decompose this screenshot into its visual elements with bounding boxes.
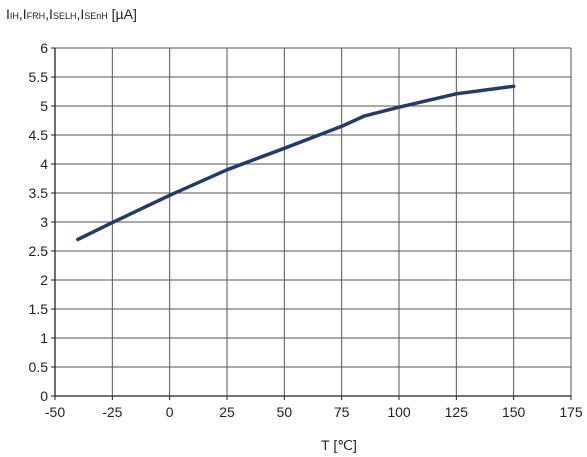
y-axis-label-part: IH bbox=[9, 11, 19, 21]
y-tick-label: 6 bbox=[40, 40, 48, 56]
x-tick-labels: -50 -25 0 25 50 75 100 125 150 175 bbox=[45, 396, 583, 420]
y-tick-label: 0.5 bbox=[29, 359, 49, 375]
y-tick-label: 0 bbox=[40, 388, 48, 404]
grid-lines bbox=[54, 47, 572, 397]
y-axis-label-part: ,I bbox=[45, 6, 53, 22]
y-axis-label: IIH,IFRH,ISELH,ISEnH [µA] bbox=[6, 6, 137, 22]
y-axis-label-part: SELH bbox=[52, 11, 77, 21]
x-tick-label: 150 bbox=[502, 404, 526, 420]
x-tick-label: 100 bbox=[387, 404, 411, 420]
y-axis-label-part: [µA] bbox=[107, 6, 137, 22]
data-series bbox=[76, 84, 516, 242]
y-axis-label-part: ,I bbox=[18, 6, 27, 22]
y-tick-label: 1.5 bbox=[29, 301, 49, 317]
y-tick-label: 4.5 bbox=[29, 127, 49, 143]
y-axis-label-part: FRH bbox=[26, 11, 46, 21]
x-tick-label: 0 bbox=[166, 404, 174, 420]
y-tick-label: 1 bbox=[40, 330, 48, 346]
y-tick-labels: 0 0.5 1 1.5 2 2.5 3 3.5 4 4.5 5 5.5 6 bbox=[29, 40, 55, 404]
y-axis-label-part: I bbox=[6, 6, 10, 22]
y-axis-label-part: ,I bbox=[76, 6, 85, 22]
x-tick-label: -25 bbox=[102, 404, 122, 420]
x-tick-label: 75 bbox=[334, 404, 350, 420]
y-tick-label: 2 bbox=[40, 272, 48, 288]
y-tick-label: 5 bbox=[40, 98, 48, 114]
series-line bbox=[76, 84, 516, 242]
x-tick-label: 50 bbox=[277, 404, 293, 420]
x-tick-label: 25 bbox=[219, 404, 235, 420]
y-tick-label: 3.5 bbox=[29, 185, 49, 201]
y-tick-label: 5.5 bbox=[29, 69, 49, 85]
x-tick-label: 175 bbox=[559, 404, 583, 420]
x-tick-label: 125 bbox=[445, 404, 469, 420]
x-tick-label: -50 bbox=[45, 404, 65, 420]
y-tick-label: 3 bbox=[40, 214, 48, 230]
y-tick-label: 2.5 bbox=[29, 243, 49, 259]
y-tick-label: 4 bbox=[40, 156, 48, 172]
y-axis-label-part: SEnH bbox=[84, 11, 108, 21]
x-axis-label: T [℃] bbox=[321, 437, 357, 453]
